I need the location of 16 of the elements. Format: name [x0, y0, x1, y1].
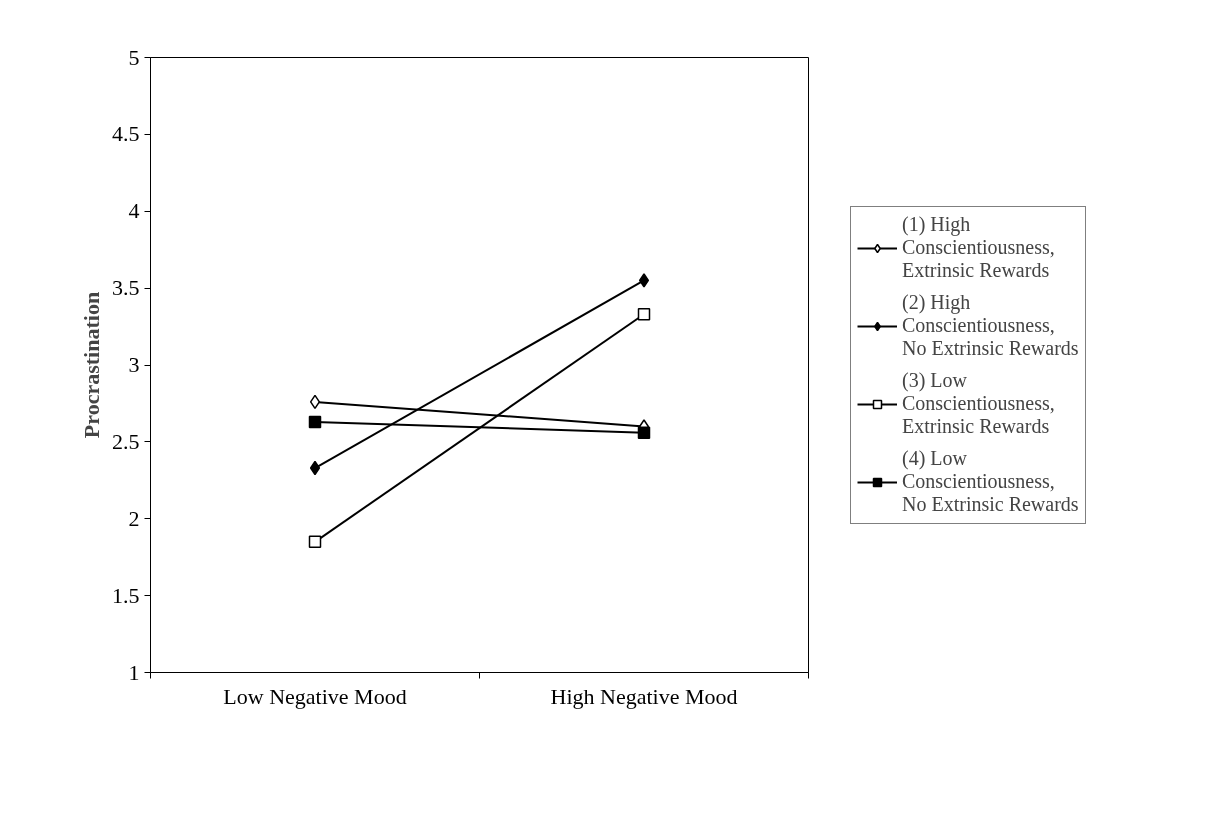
y-tick-label: 4.5 — [112, 121, 140, 147]
y-tick-label: 1.5 — [112, 582, 140, 608]
legend-label: (2) High Conscientiousness, No Extrinsic Rewards — [902, 290, 1079, 361]
y-tick-label: 1 — [128, 659, 140, 685]
legend-label: (1) High Conscientiousness, Extrinsic Rewards — [902, 212, 1055, 283]
y-axis-title: Procrastination — [79, 291, 104, 439]
y-tick-label: 2 — [128, 505, 140, 531]
x-tick-label: High Negative Mood — [550, 683, 738, 709]
legend-label: (3) Low Conscientiousness, Extrinsic Rewards — [902, 368, 1055, 439]
y-tick-label: 3 — [128, 352, 140, 377]
legend-label: (4) Low Conscientiousness, No Extrinsic Rewards — [902, 446, 1079, 517]
y-tick-label: 5 — [128, 44, 140, 70]
y-tick-label: 2.5 — [112, 428, 140, 454]
y-tick-label: 3.5 — [112, 275, 140, 301]
y-tick-label: 4 — [128, 198, 140, 224]
x-tick-label: Low Negative Mood — [223, 683, 407, 709]
